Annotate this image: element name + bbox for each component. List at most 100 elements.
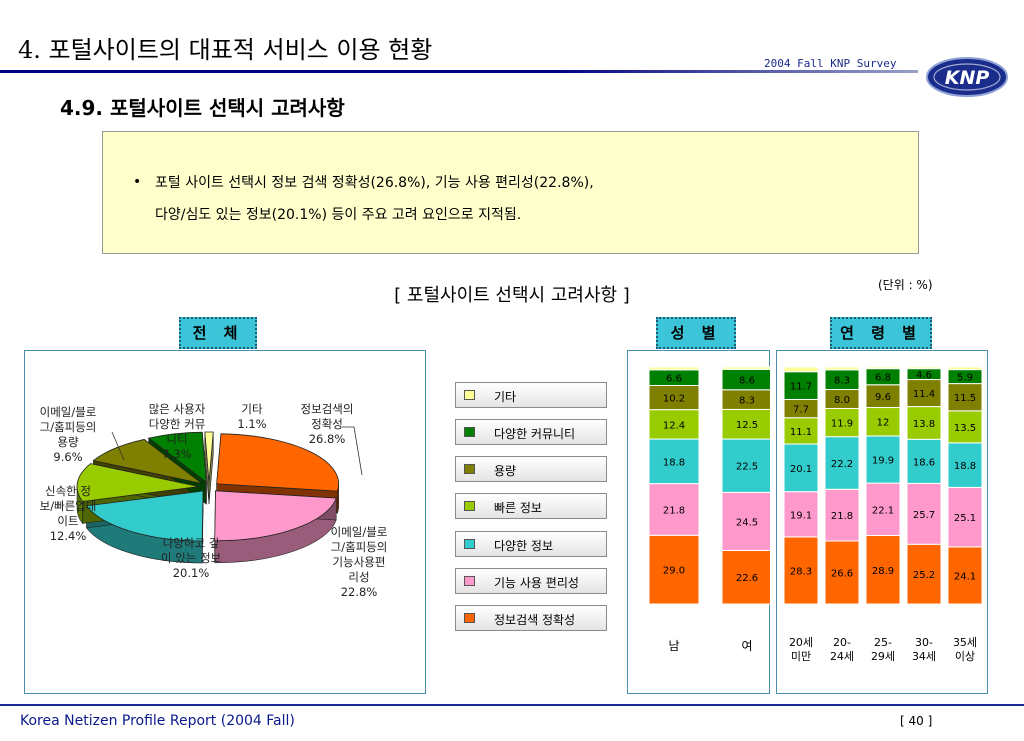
section-label-age: 연 령 별: [830, 317, 932, 349]
category-label: 35세 이상: [953, 636, 977, 663]
bar-segment: [721, 366, 770, 370]
bar-segment: [906, 379, 942, 408]
bar-value-label: 22.5: [736, 462, 758, 473]
chart-title: [ 포털사이트 선택시 고려사항 ]: [394, 285, 630, 306]
pie-data-label: 이메일/블로 그/홈피등의 용량 9.6%: [40, 405, 97, 464]
bar-value-label: 11.1: [790, 427, 812, 438]
bar-segment: [824, 436, 860, 490]
legend-item-accuracy: 정보검색 정확성: [455, 605, 607, 631]
bar-segment: [947, 366, 983, 371]
bar-value-label: 5.9: [957, 373, 973, 384]
legend-swatch: [464, 427, 475, 437]
bar-value-label: 11.4: [913, 389, 935, 400]
bar-value-label: 22.1: [872, 505, 894, 516]
bar-value-label: 22.6: [736, 573, 758, 584]
legend-item-usability: 기능 사용 편리성: [455, 568, 607, 594]
bar-segment: [906, 543, 942, 605]
bar-value-label: 8.3: [739, 396, 755, 407]
category-label: 20세 미만: [789, 636, 813, 663]
pie-slice: [204, 431, 214, 483]
pie-leader-line: [111, 431, 125, 461]
legend-item-various-info: 다양한 정보: [455, 531, 607, 557]
bar-segment: [648, 409, 700, 440]
bar-value-label: 24.5: [736, 517, 758, 528]
bar-segment: [648, 384, 700, 411]
bar-segment: [824, 540, 860, 605]
category-label: 여: [741, 639, 752, 653]
bar-value-label: 13.5: [954, 423, 976, 434]
bar-value-label: 9.6: [875, 392, 891, 403]
bar-value-label: 18.6: [913, 457, 935, 468]
logo-text: KNP: [945, 67, 990, 89]
bar-segment: [906, 482, 942, 545]
bar-value-label: 25.7: [913, 510, 935, 521]
summary-box: • 포털 사이트 선택시 정보 검색 정확성(26.8%), 기능 사용 편리성…: [102, 131, 919, 254]
legend-label: 다양한 정보: [494, 539, 554, 553]
unit-label: (단위 : %): [878, 278, 933, 292]
bar-value-label: 28.9: [872, 566, 894, 577]
bar-value-label: 6.6: [666, 374, 682, 385]
bar-segment: [947, 486, 983, 548]
page-title: 4. 포털사이트의 대표적 서비스 이용 현황: [18, 36, 433, 64]
pie-data-label: 많은 사용자 다양한 커뮤 니티 7.3%: [149, 402, 206, 461]
section-title: 4.9. 포털사이트 선택시 고려사항: [60, 96, 345, 120]
knp-logo: KNP: [926, 57, 1008, 97]
category-label: 남: [668, 639, 679, 653]
category-label: 25-29세: [871, 636, 895, 663]
bar-value-label: 8.6: [739, 376, 755, 387]
bar-segment: [648, 438, 700, 485]
title-divider: [0, 70, 918, 73]
footer-report-title: Korea Netizen Profile Report (2004 Fall): [20, 713, 295, 729]
summary-line-1: 포털 사이트 선택시 정보 검색 정확성(26.8%), 기능 사용 편리성(2…: [155, 175, 594, 191]
bar-segment: [783, 417, 819, 445]
legend-label: 다양한 커뮤니티: [494, 427, 576, 441]
bar-segment: [783, 536, 819, 605]
bar-value-label: 19.9: [872, 456, 894, 467]
category-label: 30-34세: [912, 636, 936, 663]
pie-data-label: 신속한 정 보/빠른업데 이트 12.4%: [40, 484, 97, 543]
legend-label: 정보검색 정확성: [494, 613, 576, 627]
pie-data-label: 정보검색의 정확성 26.8%: [301, 402, 354, 446]
pie-slice: [147, 431, 207, 484]
section-label-gender: 성 별: [656, 317, 736, 349]
bar-segment: [824, 366, 860, 371]
legend-item-capacity: 용량: [455, 456, 607, 482]
bar-segment: [947, 410, 983, 444]
category-label: 20-24세: [830, 636, 854, 663]
pie-chart: 정보검색의 정확성 26.8% 이메일/블로 그/홈피등의 기능사용편 리성 22.8% 다양하…: [40, 402, 388, 599]
bar-value-label: 26.6: [831, 568, 853, 579]
bar-value-label: 25.1: [954, 513, 976, 524]
bar-value-label: 20.1: [790, 464, 812, 475]
bar-segment: [865, 535, 901, 605]
legend-label: 용량: [494, 464, 517, 478]
age-bar-chart: 28.3 19.1 20.1 11.1 7.7 11.7 20세 미만 26.6 21.8 22.2…: [783, 366, 983, 663]
bar-segment: [906, 366, 942, 370]
bar-segment: [721, 438, 770, 493]
bar-value-label: 21.8: [831, 511, 853, 522]
bar-segment: [648, 366, 700, 371]
bar-segment: [906, 438, 942, 484]
pie-data-label: 이메일/블로 그/홈피등의 기능사용편 리성 22.8%: [331, 525, 388, 599]
page-number: [ 40 ]: [900, 714, 933, 728]
bar-value-label: 7.7: [793, 405, 809, 416]
pie-slice: [92, 439, 203, 484]
bar-value-label: 6.8: [875, 373, 891, 384]
bar-segment: [824, 407, 860, 438]
legend-swatch: [464, 501, 475, 511]
bar-segment: [947, 442, 983, 488]
bar-value-label: 12: [877, 418, 890, 429]
legend-label: 빠른 정보: [494, 501, 542, 515]
bar-segment: [865, 407, 901, 437]
pie-slice: [216, 433, 340, 492]
footer-divider: [0, 704, 1024, 706]
legend-item-community: 다양한 커뮤니티: [455, 419, 607, 445]
bar-value-label: 28.3: [790, 566, 812, 577]
bar-segment: [824, 488, 860, 542]
bar-value-label: 11.7: [790, 382, 812, 393]
bar-value-label: 19.1: [790, 510, 812, 521]
legend-label: 기타: [494, 390, 517, 404]
bar-value-label: 29.0: [663, 566, 685, 577]
bar-value-label: 21.8: [663, 505, 685, 516]
legend-item-etc: 기타: [455, 382, 607, 408]
